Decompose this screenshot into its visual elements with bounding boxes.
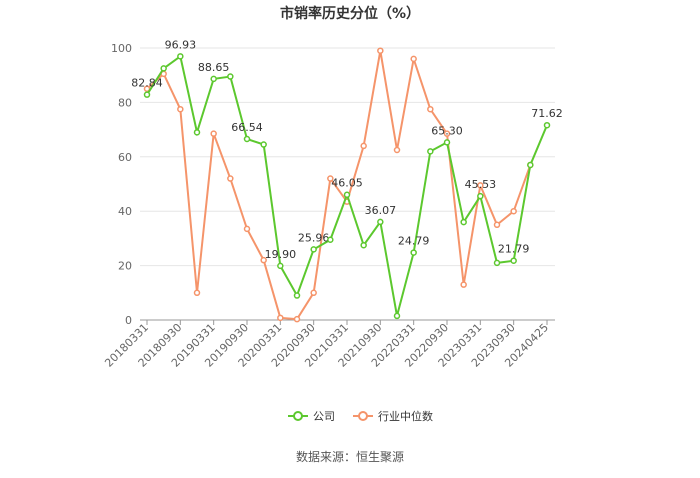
point [160, 65, 167, 72]
point [327, 236, 334, 244]
value-label: 45.53 [465, 178, 497, 191]
point [493, 221, 501, 229]
point [360, 142, 367, 150]
value-label: 21.79 [498, 243, 530, 256]
point [393, 146, 401, 154]
point [227, 175, 234, 182]
value-label: 82.84 [131, 77, 163, 90]
y-tick-label: 0 [125, 314, 132, 327]
value-label: 36.07 [365, 204, 397, 217]
series-line [146, 50, 532, 321]
point [443, 139, 451, 146]
value-label: 19.90 [265, 248, 297, 261]
y-tick-label: 20 [118, 260, 132, 273]
value-label: 66.54 [231, 121, 263, 134]
point [227, 73, 234, 80]
point [460, 218, 467, 226]
point [410, 249, 417, 256]
point [443, 130, 451, 137]
point [460, 281, 467, 288]
point [477, 182, 484, 189]
y-tick-label: 40 [118, 205, 132, 218]
point [210, 130, 217, 137]
source: 数据来源：恒生聚源 [296, 449, 404, 464]
point [493, 259, 501, 267]
point [260, 256, 267, 264]
point [293, 315, 301, 323]
point [143, 85, 151, 93]
legend-label: 行业中位数 [378, 409, 433, 423]
value-label: 88.65 [198, 61, 230, 74]
point [310, 246, 317, 253]
point [177, 105, 184, 113]
value-label: 46.05 [331, 177, 363, 190]
point [293, 292, 301, 299]
legend-marker [293, 411, 303, 421]
y-tick-label: 80 [118, 96, 132, 109]
legend-marker [358, 411, 368, 421]
point [243, 225, 251, 233]
value-label: 71.62 [531, 107, 563, 120]
point [193, 129, 201, 136]
point [527, 161, 534, 169]
point [177, 53, 184, 60]
point [310, 289, 317, 297]
point [427, 148, 434, 155]
point [377, 47, 384, 54]
point [477, 192, 484, 200]
point [277, 262, 284, 270]
point [410, 55, 417, 63]
point [210, 75, 217, 83]
point [510, 207, 517, 215]
point [243, 135, 251, 143]
chart-title: 市销率历史分位（%） [280, 5, 420, 22]
point [260, 141, 267, 148]
point [510, 257, 517, 264]
legend-label: 公司 [313, 410, 335, 423]
point [193, 289, 201, 297]
point [360, 241, 367, 249]
value-label: 65.30 [431, 124, 463, 137]
value-label: 96.93 [165, 38, 197, 51]
point [427, 105, 434, 113]
y-tick-label: 100 [111, 42, 132, 55]
point [377, 218, 384, 226]
point [327, 175, 334, 182]
value-label: 24.79 [398, 235, 430, 248]
point [543, 121, 551, 129]
value-label: 25.96 [298, 231, 330, 244]
y-tick-label: 60 [118, 151, 132, 164]
point [143, 91, 151, 98]
point [393, 312, 401, 320]
point [343, 191, 351, 198]
point [277, 314, 284, 322]
